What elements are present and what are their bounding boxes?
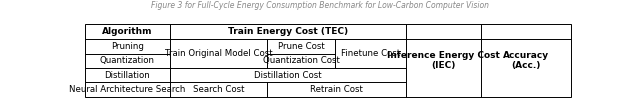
Text: Retrain Cost: Retrain Cost xyxy=(310,85,363,94)
Text: Quantization: Quantization xyxy=(100,56,155,66)
Text: Train Original Model Cost: Train Original Model Cost xyxy=(165,49,273,58)
Text: Prune Cost: Prune Cost xyxy=(278,42,324,51)
Text: Neural Architecture Search: Neural Architecture Search xyxy=(69,85,186,94)
Text: Search Cost: Search Cost xyxy=(193,85,244,94)
Text: Pruning: Pruning xyxy=(111,42,144,51)
Text: Inference Energy Cost
(IEC): Inference Energy Cost (IEC) xyxy=(387,51,500,70)
Text: Figure 3 for Full-Cycle Energy Consumption Benchmark for Low-Carbon Computer Vis: Figure 3 for Full-Cycle Energy Consumpti… xyxy=(151,1,489,10)
Text: Distillation: Distillation xyxy=(104,71,150,80)
Text: Quantization Cost: Quantization Cost xyxy=(263,56,340,66)
Text: Accuracy
(Acc.): Accuracy (Acc.) xyxy=(503,51,549,70)
Bar xyxy=(85,24,571,97)
Text: Train Energy Cost (TEC): Train Energy Cost (TEC) xyxy=(228,27,348,36)
Text: Distillation Cost: Distillation Cost xyxy=(254,71,322,80)
Text: Finetune Cost: Finetune Cost xyxy=(341,49,400,58)
Text: Algorithm: Algorithm xyxy=(102,27,153,36)
